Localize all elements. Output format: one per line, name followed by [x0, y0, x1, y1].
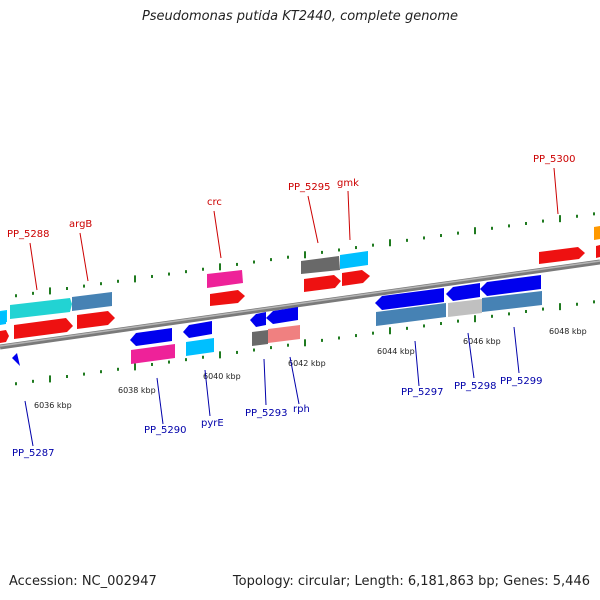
- gene-label-pp-5300: PP_5300: [533, 154, 576, 165]
- genome-backbone: [0, 259, 600, 350]
- gene-arrow: [130, 328, 172, 346]
- gene-arrow: [252, 330, 268, 346]
- genome-summary-text: Topology: circular; Length: 6,181,863 bp…: [232, 574, 590, 589]
- tick-label-6044: 6044 kbp: [377, 347, 415, 356]
- gene-arrow: [594, 226, 600, 240]
- tick-label-6038: 6038 kbp: [118, 386, 156, 395]
- gene-arrow: [72, 292, 112, 311]
- gene-arrow: [482, 291, 542, 312]
- gene-arrow: [266, 307, 298, 324]
- gene-arrow: [268, 325, 300, 343]
- tick-label-6046: 6046 kbp: [463, 337, 501, 346]
- gene-label-pp-5298: PP_5298: [454, 381, 497, 392]
- label-leaders: [24, 167, 559, 447]
- forward-gene-labels: PP_5288 argB crc PP_5295 gmk PP_5300: [7, 154, 576, 240]
- reverse-gene-labels: PP_5287 PP_5290 pyrE PP_5293 rph PP_5297…: [12, 376, 543, 459]
- gene-arrow: [207, 270, 243, 288]
- gene-arrow: [12, 353, 20, 366]
- gene-arrow: [375, 288, 444, 310]
- gene-label-pp-5297: PP_5297: [401, 387, 444, 398]
- gene-arrow: [77, 311, 115, 329]
- tick-label-6048: 6048 kbp: [549, 327, 587, 336]
- gene-arrow: [301, 256, 340, 274]
- gene-arrow: [131, 344, 175, 364]
- map-title: Pseudomonas putida KT2440, complete geno…: [141, 9, 459, 24]
- gene-label-pp-5295: PP_5295: [288, 182, 331, 193]
- gene-label-pp-5287: PP_5287: [12, 448, 55, 459]
- gene-arrow: [446, 283, 480, 301]
- tick-label-6042: 6042 kbp: [288, 359, 326, 368]
- gene-arrow: [210, 290, 245, 306]
- gene-label-pp-5293: PP_5293: [245, 408, 288, 419]
- accession-text: Accession: NC_002947: [9, 574, 157, 589]
- gene-arrow: [0, 330, 9, 343]
- gene-arrow: [10, 298, 72, 319]
- gene-arrow: [340, 251, 368, 269]
- gene-arrow: [183, 321, 212, 338]
- gene-arrow: [0, 312, 6, 325]
- gene-arrow: [448, 299, 482, 317]
- gene-label-pp-5290: PP_5290: [144, 425, 187, 436]
- gene-arrow: [480, 275, 541, 296]
- gene-arrow: [14, 318, 73, 339]
- gene-arrow: [250, 312, 266, 327]
- gene-label-gmk: gmk: [337, 178, 359, 189]
- gene-arrow: [342, 270, 370, 286]
- tick-label-6036: 6036 kbp: [34, 401, 72, 410]
- gene-arrow: [539, 247, 585, 264]
- gene-label-pp-5288: PP_5288: [7, 229, 50, 240]
- tick-label-6040: 6040 kbp: [203, 372, 241, 381]
- reverse-genes: [0, 275, 542, 366]
- tick-labels: 6036 kbp 6038 kbp 6040 kbp 6042 kbp 6044…: [34, 327, 587, 410]
- tick-marks: [15, 212, 595, 386]
- gene-arrow: [304, 275, 341, 292]
- gene-arrow: [376, 303, 446, 326]
- gene-label-argb: argB: [69, 219, 92, 230]
- gene-arrow: [186, 338, 214, 356]
- gene-label-pyre: pyrE: [201, 418, 224, 429]
- gene-arrow: [596, 245, 600, 258]
- gene-label-pp-5299: PP_5299: [500, 376, 543, 387]
- gene-label-crc: crc: [207, 197, 222, 208]
- gene-label-rph: rph: [293, 404, 310, 415]
